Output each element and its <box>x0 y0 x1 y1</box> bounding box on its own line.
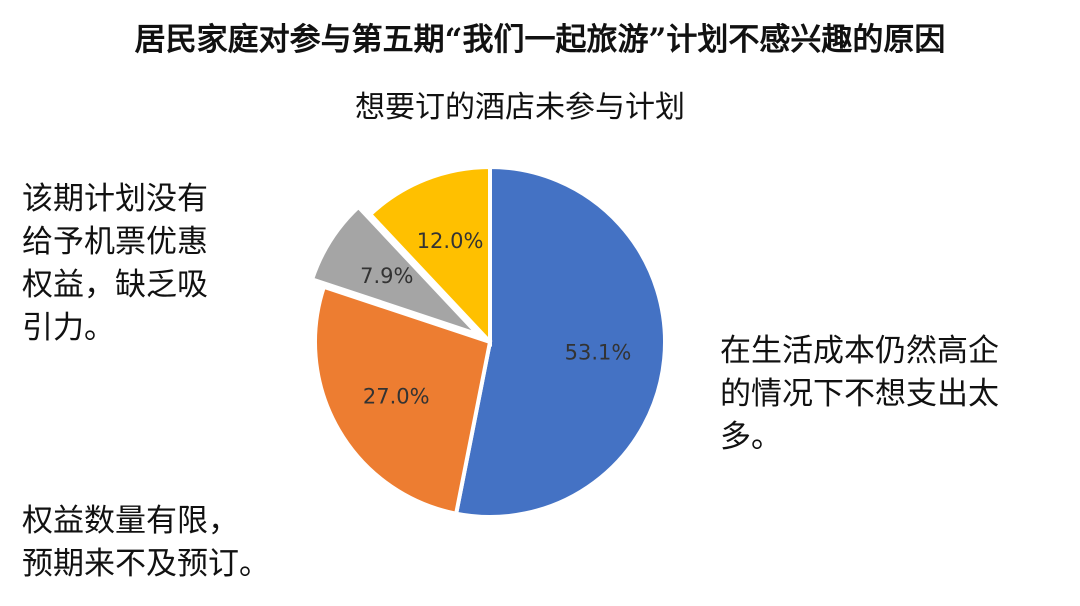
annotation-line: 多。 <box>720 419 782 455</box>
slice-value-label: 7.9% <box>360 264 413 288</box>
annotation-line: 预期来不及预订。 <box>22 546 270 582</box>
slice-limited-quota <box>313 284 493 517</box>
annotation-line: 该期计划没有 <box>22 181 208 217</box>
annotation-line: 引力。 <box>22 310 115 346</box>
slice-hotel-not-participating <box>367 164 492 348</box>
annotation-line: 权益，缺乏吸 <box>22 267 208 303</box>
annotation-limited-quota: 权益数量有限， 预期来不及预订。 <box>22 500 270 586</box>
annotation-line: 给予机票优惠 <box>22 224 208 260</box>
slice-cost-of-living <box>453 164 667 519</box>
chart-subtitle: 想要订的酒店未参与计划 <box>355 90 685 125</box>
slice-value-label: 53.1% <box>565 341 632 365</box>
annotation-line: 的情况下不想支出太 <box>720 376 999 412</box>
annotation-cost-of-living: 在生活成本仍然高企 的情况下不想支出太 多。 <box>720 330 999 459</box>
slice-value-label: 27.0% <box>363 385 430 409</box>
chart-title: 居民家庭对参与第五期“我们一起旅游”计划不感兴趣的原因 <box>134 22 946 58</box>
annotation-line: 权益数量有限， <box>22 503 239 539</box>
annotation-line: 在生活成本仍然高企 <box>720 333 999 369</box>
annotation-no-airfare-benefit: 该期计划没有 给予机票优惠 权益，缺乏吸 引力。 <box>22 178 208 350</box>
slice-no-airfare-benefit <box>309 204 480 337</box>
slice-value-label: 12.0% <box>417 229 484 253</box>
